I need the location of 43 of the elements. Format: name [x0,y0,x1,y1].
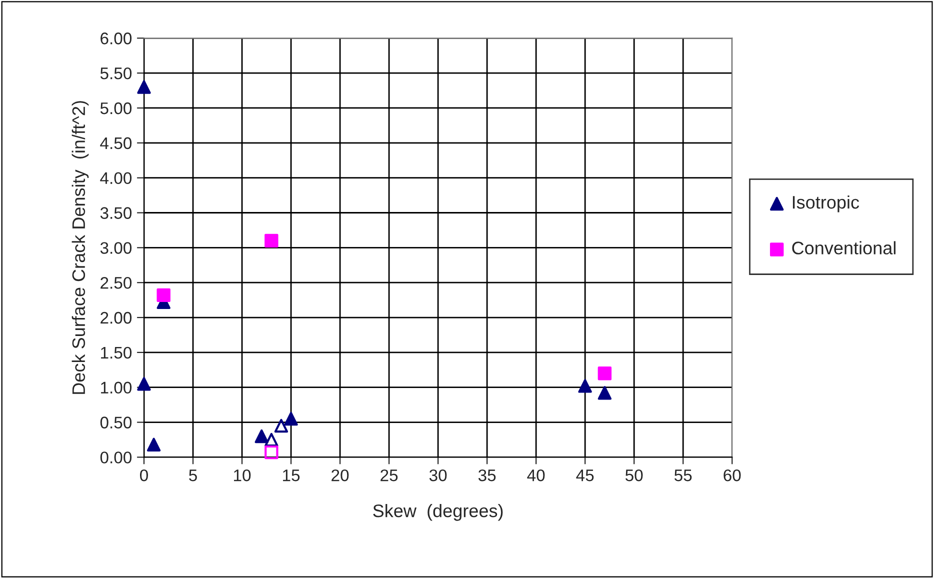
y-tick-label: 2.50 [100,276,132,289]
point [578,379,592,393]
x-tick-label: 15 [283,470,300,482]
point [598,386,612,400]
point [137,80,151,94]
point [156,288,170,302]
point [137,377,151,391]
x-tick-label: 45 [576,470,594,482]
y-tick-label: 2.00 [100,312,132,324]
x-tick-label: 40 [527,469,545,482]
y-tick-label: 5.50 [100,67,132,80]
x-tick-label: 30 [429,469,447,482]
x-tick-label: 5 [189,470,197,482]
point [146,438,161,452]
y-tick-label: 6.00 [100,32,132,44]
legend-label: Conventional [792,241,896,254]
y-tick-label: 3.50 [100,207,132,219]
y-tick-label: 5.00 [100,102,132,114]
point [274,418,288,433]
point [264,432,278,447]
x-tick-label: 35 [478,469,496,482]
x-tick-label: 25 [380,469,398,482]
y-tick-label: 0.00 [100,452,132,464]
x-tick-label: 10 [234,469,251,482]
x-tick-label: 55 [674,470,692,482]
point [264,445,278,460]
x-tick-label: 60 [724,469,741,482]
legend-label: Isotropic [792,195,860,212]
x-tick-label: 0 [140,469,148,482]
point [254,429,268,444]
x-tick-label: 50 [625,469,643,482]
y-tick-label: 0.50 [100,416,132,428]
y-tick-label: 3.00 [100,242,132,254]
x-axis-title: Skew (degrees) [373,504,503,521]
y-tick-label: 1.00 [101,382,132,394]
y-tick-label: 4.50 [100,137,132,150]
point [264,234,278,248]
x-tick-label: 20 [332,469,349,482]
point [598,366,612,380]
y-tick-label: 4.00 [100,172,132,184]
y-axis-title: Deck Surface Crack Density (in/ft^2) [72,101,89,394]
y-tick-label: 1.50 [101,346,132,359]
point [284,412,298,426]
